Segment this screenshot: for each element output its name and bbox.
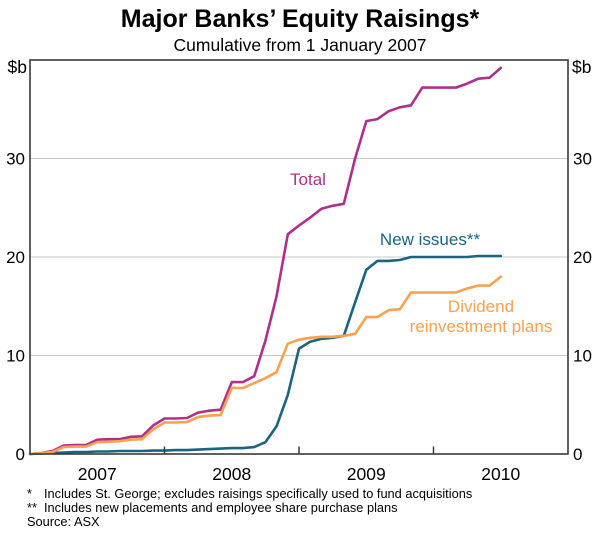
x-axis-label-2008: 2008 (212, 464, 251, 484)
y-axis-label-left-0: 0 (16, 445, 25, 464)
y-axis-label-left-20: 20 (6, 248, 25, 267)
drp-label-line2: reinvestment plans (409, 317, 553, 336)
chart-title: Major Banks’ Equity Raisings* (120, 5, 480, 33)
footnote-2-marker: ** (27, 500, 37, 516)
footnote-1-marker: * (27, 486, 32, 501)
source-text: Source: ASX (27, 514, 100, 530)
series-line-total (28, 66, 503, 456)
y-axis-label-left-10: 10 (6, 347, 25, 366)
y-axis-label-right-0: 0 (573, 445, 582, 464)
series-label-dividend-reinvestment-plans: Dividend reinvestment plans (410, 297, 553, 337)
y-axis-label-right-20: 20 (573, 248, 592, 267)
series-line-dividend-reinvestment-plans (28, 275, 503, 456)
y-axis-unit-left: $b (7, 57, 27, 77)
x-axis-label-2009: 2009 (347, 464, 386, 484)
series-label-new-issues: New issues** (379, 230, 481, 249)
series-line-new-issues (28, 254, 503, 456)
footnote-1-text: Includes St. George; excludes raisings s… (44, 486, 473, 501)
footnote-2: ** Includes new placements and employee … (27, 501, 587, 515)
y-axis-label-right-10: 10 (573, 347, 592, 366)
footnote-2-text: Includes new placements and employee sha… (44, 500, 398, 516)
source-line: Source: ASX (27, 515, 587, 529)
y-axis-label-right-30: 30 (573, 150, 592, 169)
footnotes-block: * Includes St. George; excludes raisings… (27, 486, 587, 530)
x-axis-label-2010: 2010 (481, 464, 520, 484)
y-axis-unit-right: $b (572, 57, 592, 77)
y-axis-label-left-30: 30 (6, 150, 25, 169)
series-label-total: Total (290, 170, 326, 189)
drp-label-line1: Dividend (447, 297, 515, 316)
chart-subtitle: Cumulative from 1 January 2007 (173, 35, 427, 55)
footnote-1: * Includes St. George; excludes raisings… (27, 486, 587, 501)
x-axis-label-2007: 2007 (78, 464, 117, 484)
